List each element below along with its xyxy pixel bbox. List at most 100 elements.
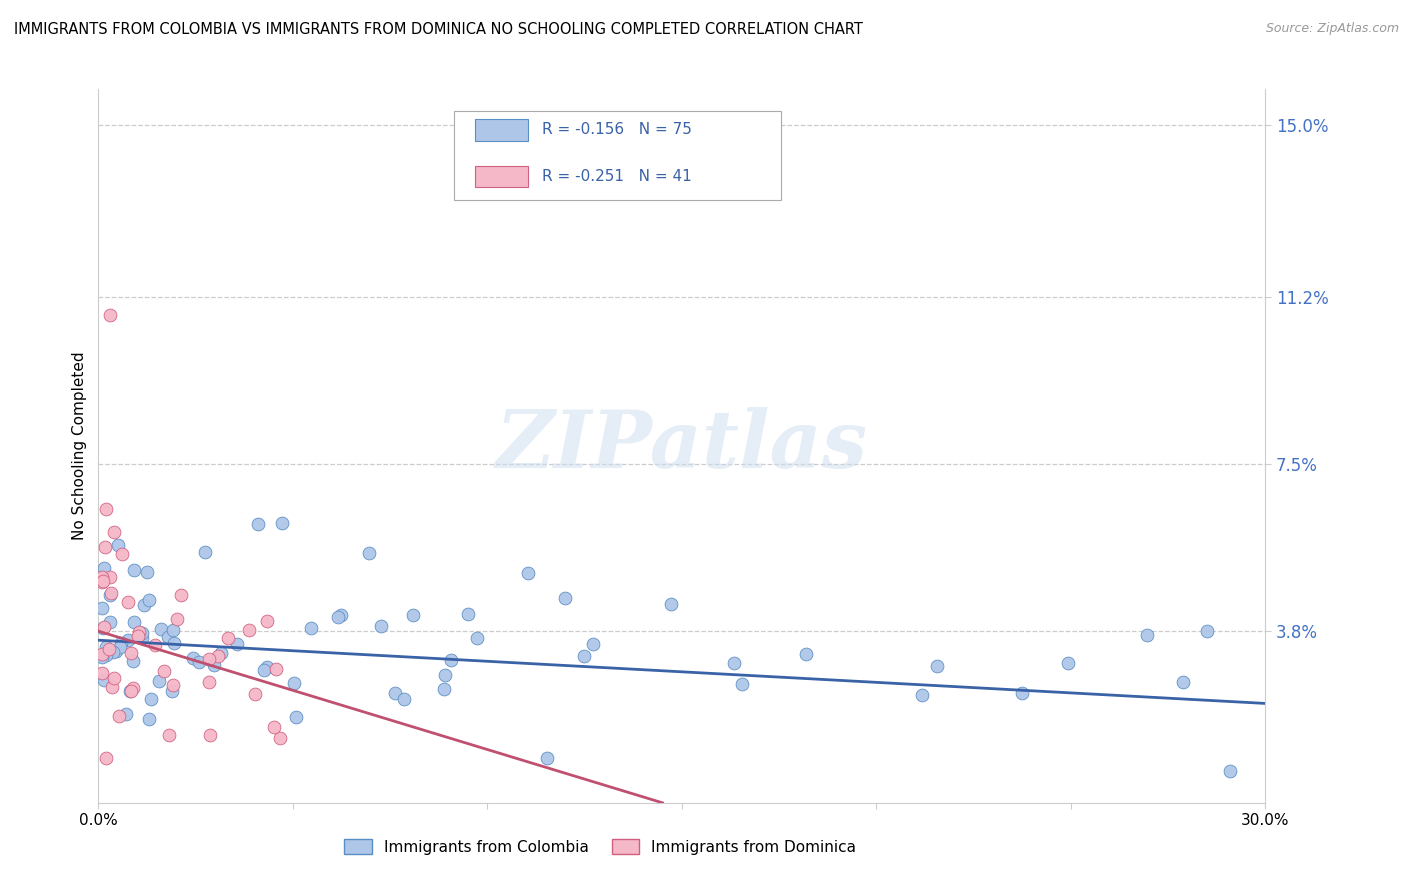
Point [110,636,132,650]
FancyBboxPatch shape [475,120,527,141]
Point [572,648,595,663]
Point [439,653,461,667]
Point [256,659,278,673]
Point [162,624,184,638]
Point [120,646,142,660]
Point [516,566,538,581]
Point [111,548,134,562]
Point [98,615,121,629]
Point [101,680,124,694]
Point [245,687,267,701]
Point [94,751,117,765]
Point [283,676,305,690]
Point [91,650,114,665]
Point [91,665,114,680]
Point [93,561,115,575]
Point [394,692,416,706]
Text: ZIPatlas: ZIPatlas [496,408,868,484]
Point [98,588,121,602]
Point [149,622,172,636]
Point [263,720,285,734]
Point [127,628,149,642]
Point [256,614,278,628]
Point [794,647,817,661]
Point [433,681,456,696]
Point [357,546,380,560]
Point [105,644,128,658]
Point [269,731,291,745]
Point [135,565,157,579]
Point [187,655,209,669]
Point [138,712,160,726]
Text: IMMIGRANTS FROM COLOMBIA VS IMMIGRANTS FROM DOMINICA NO SCHOOLING COMPLETED CORR: IMMIGRANTS FROM COLOMBIA VS IMMIGRANTS F… [14,22,863,37]
Point [433,668,456,682]
Point [128,625,150,640]
Point [582,637,605,651]
Point [181,650,204,665]
Point [96,648,118,662]
Point [93,620,115,634]
Point [253,664,276,678]
Point [103,672,125,686]
Point [209,646,232,660]
Point [138,592,160,607]
Point [98,570,121,584]
Point [169,588,191,602]
Point [160,684,183,698]
Point [238,624,260,638]
Point [132,599,155,613]
Point [141,692,163,706]
Point [384,686,406,700]
FancyBboxPatch shape [475,166,527,187]
Point [264,662,287,676]
Point [1171,674,1194,689]
Point [247,516,270,531]
Point [925,659,948,673]
Point [107,538,129,552]
Point [103,644,125,658]
Point [98,641,121,656]
Point [131,625,153,640]
Point [91,575,114,590]
Point [120,684,142,698]
Point [198,652,221,666]
Point [93,673,115,688]
Point [202,657,225,672]
Point [100,585,122,599]
Point [1219,764,1241,779]
Point [122,615,145,629]
Point [96,502,118,516]
Point [1057,656,1080,670]
Point [103,524,125,539]
Point [122,654,145,668]
Text: Source: ZipAtlas.com: Source: ZipAtlas.com [1265,22,1399,36]
Point [284,710,307,724]
Point [723,656,745,670]
Point [91,601,114,615]
Text: R = -0.251   N = 41: R = -0.251 N = 41 [541,169,692,184]
Point [131,632,153,646]
Point [162,678,184,692]
Point [1195,624,1218,639]
Point [226,637,249,651]
Point [157,727,180,741]
Point [326,609,349,624]
Point [108,708,131,723]
Legend: Immigrants from Colombia, Immigrants from Dominica: Immigrants from Colombia, Immigrants fro… [339,835,860,859]
Y-axis label: No Schooling Completed: No Schooling Completed [72,351,87,541]
Point [465,631,488,645]
Point [117,595,139,609]
Point [1011,685,1033,699]
Point [148,674,170,689]
FancyBboxPatch shape [454,111,782,200]
Point [536,750,558,764]
Point [91,621,114,635]
Point [98,308,121,322]
Point [152,665,174,679]
Point [91,569,114,583]
Point [94,541,117,555]
Point [659,598,682,612]
Point [911,689,934,703]
Point [91,574,114,588]
Point [271,516,294,530]
